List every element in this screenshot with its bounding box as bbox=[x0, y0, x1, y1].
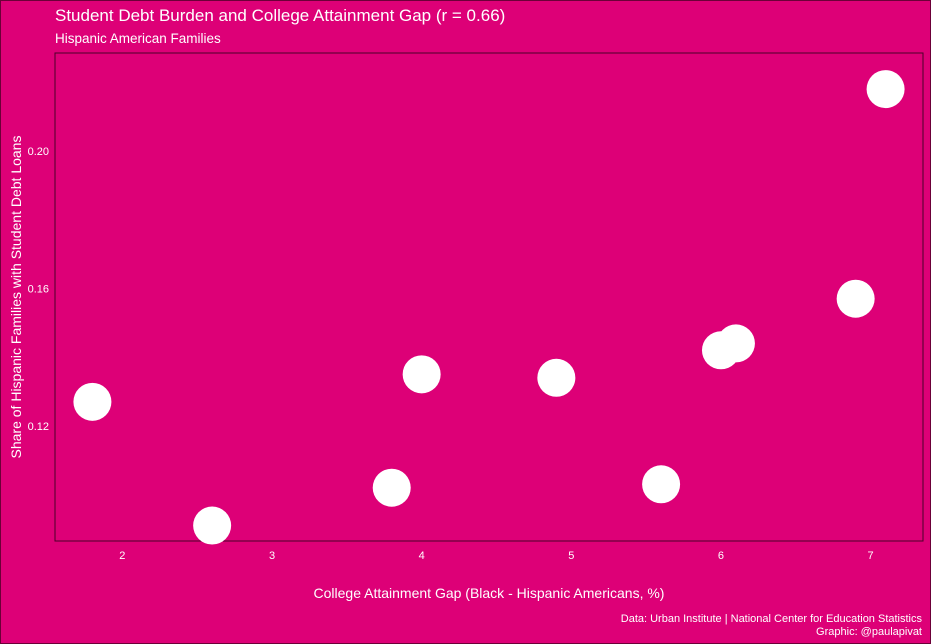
y-axis-label: Share of Hispanic Families with Student … bbox=[8, 135, 24, 459]
chart-subtitle: Hispanic American Families bbox=[55, 31, 221, 46]
data-point bbox=[642, 465, 681, 504]
x-tick-label: 5 bbox=[568, 550, 574, 562]
data-point bbox=[716, 324, 755, 363]
x-tick-label: 2 bbox=[119, 550, 125, 562]
plot-panel-border bbox=[54, 52, 924, 542]
x-axis-label: College Attainment Gap (Black - Hispanic… bbox=[313, 585, 665, 601]
data-point bbox=[537, 358, 576, 397]
y-tick-label: 0.16 bbox=[28, 283, 49, 295]
chart-title: Student Debt Burden and College Attainme… bbox=[55, 6, 506, 25]
caption-credit: Graphic: @paulapivat bbox=[816, 626, 922, 638]
y-tick-label: 0.20 bbox=[28, 146, 49, 158]
y-tick-label: 0.12 bbox=[28, 421, 49, 433]
x-tick-label: 3 bbox=[269, 550, 275, 562]
data-point bbox=[402, 355, 441, 394]
x-tick-label: 7 bbox=[868, 550, 874, 562]
data-point bbox=[866, 70, 905, 109]
data-point bbox=[73, 382, 112, 421]
caption-source: Data: Urban Institute | National Center … bbox=[620, 613, 922, 625]
data-point bbox=[836, 279, 875, 318]
caption: Data: Urban Institute | National Center … bbox=[621, 613, 922, 639]
data-point bbox=[193, 506, 232, 545]
x-tick-label: 6 bbox=[718, 550, 724, 562]
data-point bbox=[372, 468, 411, 507]
x-tick-label: 4 bbox=[419, 550, 425, 562]
